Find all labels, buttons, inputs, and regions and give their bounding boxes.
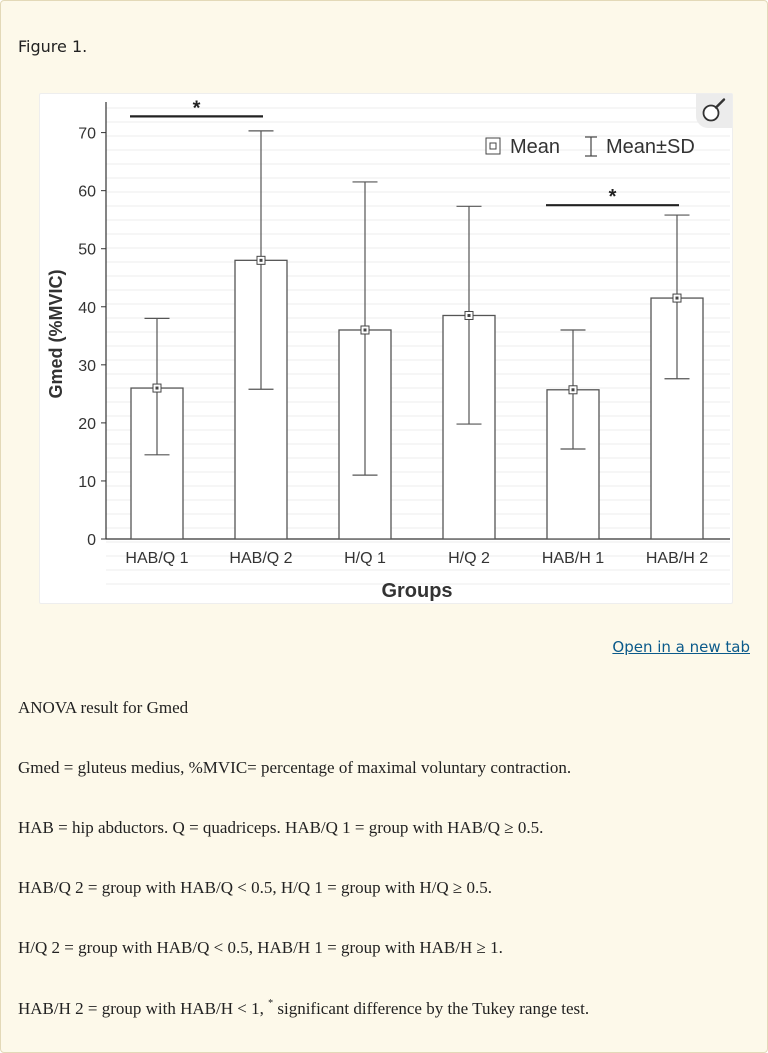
y-tick-label: 10 — [78, 474, 96, 491]
category-label: H/Q 2 — [448, 550, 490, 567]
significance-marker: * — [193, 97, 201, 119]
y-axis-title: Gmed (%MVIC) — [46, 269, 66, 398]
y-tick-label: 30 — [78, 358, 96, 375]
caption-line-2: Gmed = gluteus medius, %MVIC= percentage… — [18, 758, 572, 777]
open-in-new-tab-link[interactable]: Open in a new tab — [612, 638, 750, 656]
caption-line-6-tail: significant difference by the Tukey rang… — [273, 999, 590, 1018]
mean-marker-dot — [259, 258, 263, 262]
y-tick-label: 60 — [78, 184, 96, 201]
magnifier-icon — [702, 98, 726, 122]
mean-marker-dot — [467, 313, 471, 317]
category-label: HAB/Q 1 — [125, 550, 188, 567]
legend-mean-symbol-inner — [489, 142, 497, 150]
caption-line-5: H/Q 2 = group with HAB/Q < 0.5, HAB/H 1 … — [18, 938, 503, 957]
mean-marker-dot — [363, 328, 367, 332]
y-tick-label: 70 — [78, 126, 96, 143]
figure-label: Figure 1. — [18, 37, 88, 56]
significance-marker: * — [609, 186, 617, 208]
mean-marker-dot — [675, 296, 679, 300]
category-label: HAB/H 2 — [646, 550, 708, 567]
zoom-button[interactable] — [696, 94, 732, 128]
y-tick-label: 50 — [78, 242, 96, 259]
category-label: HAB/H 1 — [542, 550, 604, 567]
caption-line-4: HAB/Q 2 = group with HAB/Q < 0.5, H/Q 1 … — [18, 878, 492, 897]
category-label: H/Q 1 — [344, 550, 386, 567]
y-tick-label: 0 — [87, 532, 96, 549]
category-label: HAB/Q 2 — [229, 550, 292, 567]
mean-marker-dot — [571, 388, 575, 392]
caption-line-6: HAB/H 2 = group with HAB/H < 1, * signif… — [18, 998, 589, 1019]
legend-sd-label: Mean±SD — [606, 136, 695, 158]
caption-line-1: ANOVA result for Gmed — [18, 698, 189, 717]
y-tick-label: 20 — [78, 416, 96, 433]
figure-image: 0 10 20 30 40 50 60 70 Gmed (%MVIC) Groups HAB/Q 1… — [39, 93, 733, 604]
x-axis-title: Groups — [381, 580, 452, 602]
legend-mean-label: Mean — [510, 136, 560, 158]
bar-chart: 0 10 20 30 40 50 60 70 Gmed (%MVIC) Groups HAB/Q 1… — [46, 97, 730, 602]
caption-line-3: HAB = hip abductors. Q = quadriceps. HAB… — [18, 818, 544, 837]
y-tick-label: 40 — [78, 300, 96, 317]
mean-marker-dot — [155, 386, 159, 390]
significance-superscript: * — [268, 998, 274, 1009]
caption-line-6-text: HAB/H 2 = group with HAB/H < 1, — [18, 999, 269, 1018]
